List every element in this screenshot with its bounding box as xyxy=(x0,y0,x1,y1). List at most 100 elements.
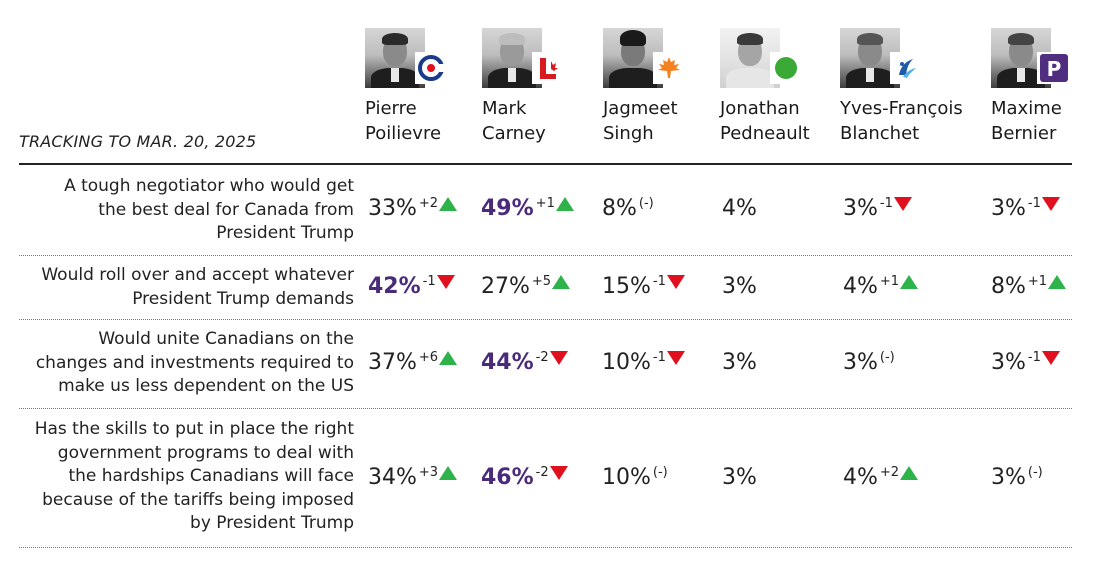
candidate-last-name: Bernier xyxy=(991,123,1057,144)
arrow-down-icon xyxy=(549,465,568,484)
arrow-down-icon xyxy=(893,196,912,215)
arrow-up-icon xyxy=(555,196,574,215)
result-value: 3% xyxy=(843,196,878,221)
result-cell: 27% +5 xyxy=(481,274,571,299)
candidate-first-name: Pierre xyxy=(365,98,417,119)
result-value: 8% xyxy=(991,274,1026,299)
change-label: -1 xyxy=(1027,196,1041,211)
result-value: 4% xyxy=(843,465,878,490)
result-cell: 4% +1 xyxy=(843,274,919,299)
result-cell: 3% xyxy=(722,350,757,375)
result-cell: 3% xyxy=(722,465,757,490)
candidate-first-name: Yves-François xyxy=(840,98,963,119)
candidate-header-carney: Mark Carney xyxy=(482,28,612,146)
candidate-photo xyxy=(840,28,900,88)
arrow-up-icon xyxy=(552,274,571,293)
statement-1: A tough negotiator who would get the bes… xyxy=(64,176,354,243)
liberal-logo-icon xyxy=(532,52,564,84)
change-label: -2 xyxy=(535,350,549,365)
change-label: +1 xyxy=(1027,274,1048,289)
ndp-logo-icon xyxy=(653,52,685,84)
change-label: -1 xyxy=(879,196,893,211)
result-cell: 10% -1 xyxy=(602,350,685,375)
svg-text:P: P xyxy=(1047,57,1062,81)
result-cell: 15% -1 xyxy=(602,274,685,299)
green-logo-icon xyxy=(770,52,802,84)
candidate-last-name: Poilievre xyxy=(365,123,442,144)
change-label: -2 xyxy=(535,465,549,480)
candidate-first-name: Jagmeet xyxy=(603,98,678,119)
change-label: (-) xyxy=(1027,465,1043,480)
result-cell: 3% (-) xyxy=(843,350,895,375)
candidate-last-name: Pedneault xyxy=(720,123,810,144)
result-value: 33% xyxy=(368,196,417,221)
result-value: 10% xyxy=(602,465,651,490)
statement-3: Would unite Canadians on the changes and… xyxy=(35,329,354,396)
result-cell: 33% +2 xyxy=(368,196,458,221)
result-value: 3% xyxy=(991,350,1026,375)
ppc-logo-icon: P xyxy=(1037,52,1071,84)
row-divider xyxy=(19,255,1072,256)
result-value: 44% xyxy=(481,350,534,375)
candidate-header-blanchet: Yves-François Blanchet xyxy=(840,28,970,146)
result-cell: 44% -2 xyxy=(481,350,568,375)
arrow-down-icon xyxy=(1041,350,1060,369)
row-divider xyxy=(19,408,1072,409)
result-cell: 8% +1 xyxy=(991,274,1067,299)
result-value: 3% xyxy=(722,465,757,490)
candidate-header-poilievre: Pierre Poilievre xyxy=(365,28,495,146)
result-cell: 3% xyxy=(722,274,757,299)
arrow-down-icon xyxy=(436,274,455,293)
result-value: 42% xyxy=(368,274,421,299)
arrow-up-icon xyxy=(439,465,458,484)
candidate-last-name: Singh xyxy=(603,123,654,144)
candidate-first-name: Maxime xyxy=(991,98,1062,119)
result-cell: 4% +2 xyxy=(843,465,919,490)
candidate-header-singh: Jagmeet Singh xyxy=(603,28,733,146)
change-label: -1 xyxy=(652,274,666,289)
candidate-header-pedneault: Jonathan Pedneault xyxy=(720,28,850,146)
result-cell: 4% xyxy=(722,196,757,221)
change-label: +6 xyxy=(418,350,439,365)
tracking-date-label: TRACKING TO MAR. 20, 2025 xyxy=(19,132,257,151)
result-value: 3% xyxy=(991,465,1026,490)
result-cell: 42% -1 xyxy=(368,274,455,299)
change-label: (-) xyxy=(652,465,668,480)
result-cell: 10% (-) xyxy=(602,465,668,490)
change-label: (-) xyxy=(638,196,654,211)
result-cell: 8% (-) xyxy=(602,196,654,221)
result-cell: 3% (-) xyxy=(991,465,1043,490)
result-cell: 37% +6 xyxy=(368,350,458,375)
arrow-down-icon xyxy=(666,274,685,293)
statement-2: Would roll over and accept whatever Pres… xyxy=(41,265,354,309)
change-label: +3 xyxy=(418,465,439,480)
change-label: +5 xyxy=(531,274,552,289)
arrow-down-icon xyxy=(666,350,685,369)
change-label: -1 xyxy=(422,274,436,289)
arrow-down-icon xyxy=(1041,196,1060,215)
result-value: 46% xyxy=(481,465,534,490)
header-divider xyxy=(19,163,1072,165)
result-value: 8% xyxy=(602,196,637,221)
change-label: +2 xyxy=(879,465,900,480)
arrow-up-icon xyxy=(900,274,919,293)
result-value: 10% xyxy=(602,350,651,375)
result-cell: 49% +1 xyxy=(481,196,574,221)
candidate-photo xyxy=(720,28,780,88)
candidate-header-bernier: P Maxime Bernier xyxy=(991,28,1097,146)
result-value: 3% xyxy=(722,274,757,299)
result-value: 4% xyxy=(722,196,757,221)
change-label: -1 xyxy=(1027,350,1041,365)
bloc-logo-icon xyxy=(890,52,922,84)
arrow-up-icon xyxy=(900,465,919,484)
arrow-down-icon xyxy=(549,350,568,369)
result-value: 3% xyxy=(843,350,878,375)
row-divider xyxy=(19,547,1072,548)
result-cell: 46% -2 xyxy=(481,465,568,490)
candidate-first-name: Mark xyxy=(482,98,527,119)
arrow-up-icon xyxy=(439,196,458,215)
result-cell: 3% -1 xyxy=(991,196,1060,221)
candidate-last-name: Carney xyxy=(482,123,546,144)
result-value: 4% xyxy=(843,274,878,299)
result-cell: 34% +3 xyxy=(368,465,458,490)
